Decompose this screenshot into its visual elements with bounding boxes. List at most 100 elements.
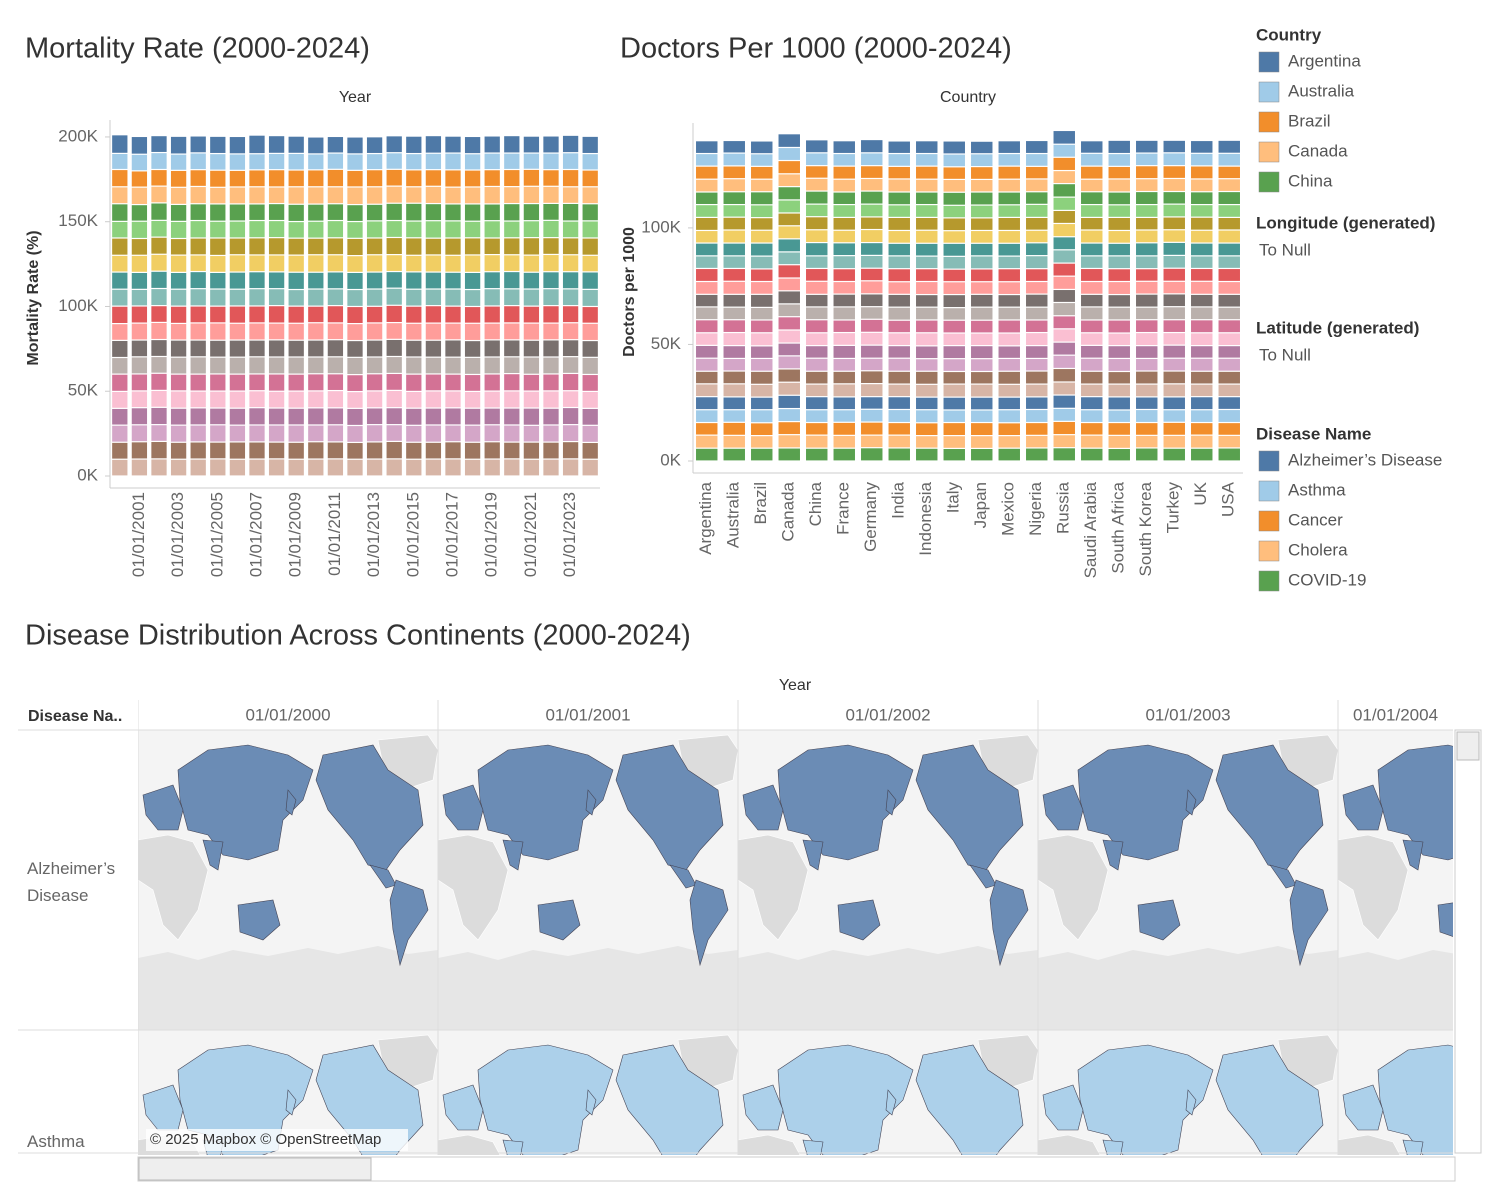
bar-segment [1136, 333, 1158, 346]
bar-segment [751, 423, 773, 435]
bar-segment [861, 422, 883, 435]
bar-segment [1026, 256, 1048, 269]
bar-segment [562, 306, 579, 323]
bar-segment [131, 154, 148, 171]
bar-segment [998, 397, 1020, 410]
bar-segment [406, 272, 422, 289]
bar-segment [998, 269, 1020, 282]
bar-segment [112, 204, 128, 221]
bar-segment [1026, 243, 1048, 256]
bar-segment [445, 289, 461, 306]
y-tick-label: 200K [58, 126, 98, 145]
bar-segment [523, 186, 540, 203]
bar-segment [308, 154, 324, 170]
bar-segment [210, 323, 226, 340]
legend-swatch [1258, 111, 1280, 133]
bar-segment [861, 281, 883, 294]
bar-segment [504, 289, 520, 306]
bar-segment [943, 372, 965, 384]
bar-segment [1136, 346, 1158, 358]
bar-segment [366, 255, 383, 272]
bar-segment [751, 333, 773, 346]
bar-segment [943, 333, 965, 346]
bar-segment [562, 340, 579, 357]
bar-segment [170, 273, 187, 289]
bar-segment [112, 221, 128, 238]
map-cell [1038, 730, 1338, 1030]
bar-segment [1163, 307, 1185, 320]
bar-segment [1053, 144, 1075, 157]
bar-segment [112, 306, 128, 323]
x-tick-label: 01/01/2009 [286, 492, 305, 577]
bar-segment [249, 187, 265, 204]
legend-entry: Canada [1288, 141, 1348, 160]
bar-segment [523, 306, 540, 323]
bar-segment [484, 323, 500, 340]
x-tick-label: USA [1219, 481, 1238, 517]
bar-segment [406, 340, 422, 357]
bar-segment [268, 374, 285, 391]
bar-segment [916, 192, 938, 204]
bar-segment [1218, 269, 1240, 281]
vertical-scroll-thumb[interactable] [1456, 731, 1480, 761]
bar-segment [464, 221, 481, 238]
bar-segment [998, 307, 1020, 320]
bar-segment [288, 323, 304, 340]
bar-segment [888, 154, 910, 166]
bar-segment [1053, 276, 1075, 289]
bar-segment [464, 375, 481, 391]
bar-segment [723, 141, 745, 153]
bar-segment [696, 410, 718, 422]
bar-segment [1026, 166, 1048, 179]
bar-segment [1136, 307, 1158, 320]
bar-segment [998, 295, 1020, 307]
bar-segment [562, 357, 579, 373]
bar-segment [327, 153, 344, 169]
vertical-scrollbar[interactable] [1454, 729, 1482, 1154]
bar-segment [366, 221, 383, 238]
bar-segment [1026, 333, 1048, 346]
x-tick-label: 01/01/2013 [364, 492, 383, 577]
bar-segment [445, 425, 461, 442]
bar-segment [523, 153, 540, 169]
x-tick-label: 01/01/2017 [442, 492, 461, 577]
y-tick-label: 100K [58, 296, 98, 315]
bar-segment [723, 320, 745, 332]
bar-segment [268, 153, 285, 170]
bar-segment [190, 323, 206, 340]
horizontal-scroll-thumb[interactable] [138, 1157, 372, 1181]
bar-segment [778, 317, 800, 330]
bar-segment [1136, 294, 1158, 307]
bar-segment [131, 255, 148, 272]
x-tick-label: UK [1191, 481, 1210, 505]
bar-segment [1053, 197, 1075, 210]
bar-segment [366, 391, 383, 408]
y-tick-label: 150K [58, 211, 98, 230]
bar-segment [210, 187, 226, 204]
bar-segment [943, 205, 965, 218]
bar-segment [112, 170, 128, 187]
bar-segment [1218, 371, 1240, 384]
bar-segment [1026, 218, 1048, 230]
bar-segment [806, 435, 828, 448]
bar-segment [582, 375, 598, 391]
bar-segment [445, 459, 461, 476]
bar-segment [751, 256, 773, 269]
bar-segment [562, 153, 579, 169]
bar-segment [386, 425, 402, 441]
bar-segment [723, 217, 745, 230]
bar-segment [998, 346, 1020, 358]
bar-segment [998, 141, 1020, 153]
bar-segment [249, 391, 265, 408]
bar-segment [888, 243, 910, 256]
bar-segment [445, 357, 461, 374]
bar-segment [386, 408, 402, 425]
bar-segment [833, 141, 855, 153]
bar-segment [1081, 205, 1103, 217]
bar-segment [861, 294, 883, 307]
bar-segment [1053, 408, 1075, 421]
bar-segment [1108, 282, 1130, 294]
bar-segment [1218, 179, 1240, 191]
bar-segment [1108, 166, 1130, 179]
bar-segment [943, 141, 965, 154]
